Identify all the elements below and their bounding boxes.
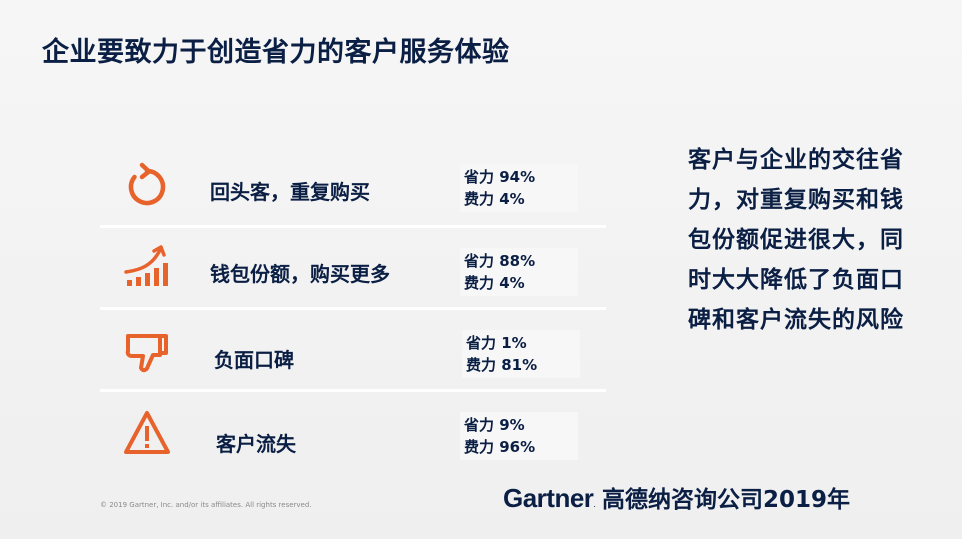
metric-stats: 省力 1% 费力 81%	[462, 330, 580, 378]
metric-label: 客户流失	[216, 432, 296, 456]
metric-stats: 省力 88% 费力 4%	[460, 248, 578, 296]
low-effort-value: 省力 1%	[466, 334, 527, 352]
metric-row: 负面口碑 省力 1% 费力 81%	[100, 312, 606, 394]
source-caption: 高德纳咨询公司2019年	[601, 487, 850, 513]
low-effort-value: 省力 88%	[464, 252, 536, 270]
brand-footer: Gartner . 高德纳咨询公司2019年	[503, 480, 850, 514]
summary-text: 客户与企业的交往省力，对重复购买和钱包份额促进很大，同时大大降低了负面口碑和客户…	[688, 147, 904, 333]
metric-label: 钱包份额，购买更多	[210, 262, 390, 286]
metric-label: 回头客，重复购买	[210, 180, 370, 204]
row-divider	[100, 307, 606, 310]
gartner-logo: Gartner	[503, 483, 594, 513]
rising-bars-icon	[122, 242, 172, 292]
low-effort-value: 省力 94%	[464, 168, 536, 186]
low-effort-value: 省力 9%	[464, 416, 525, 434]
high-effort-value: 费力 96%	[464, 438, 536, 456]
high-effort-value: 费力 81%	[466, 356, 538, 374]
row-divider	[100, 389, 606, 392]
metric-row: 回头客，重复购买 省力 94% 费力 4%	[100, 148, 606, 230]
metric-row: 客户流失 省力 9% 费力 96%	[100, 394, 606, 476]
metric-stats: 省力 9% 费力 96%	[460, 412, 578, 460]
high-effort-value: 费力 4%	[464, 190, 525, 208]
logo-dot: .	[593, 500, 596, 509]
metric-row: 钱包份额，购买更多 省力 88% 费力 4%	[100, 230, 606, 312]
copyright-notice: © 2019 Gartner, Inc. and/or its affiliat…	[100, 501, 312, 509]
refresh-circle-icon	[122, 162, 172, 212]
row-divider	[100, 225, 606, 228]
metric-label: 负面口碑	[214, 348, 294, 372]
high-effort-value: 费力 4%	[464, 274, 525, 292]
warning-triangle-icon	[122, 408, 172, 458]
slide-title: 企业要致力于创造省力的客户服务体验	[42, 37, 510, 68]
metrics-list: 回头客，重复购买 省力 94% 费力 4% 钱包份额，购买更多	[100, 148, 606, 476]
thumbs-down-icon	[122, 328, 172, 378]
metric-stats: 省力 94% 费力 4%	[460, 164, 578, 212]
